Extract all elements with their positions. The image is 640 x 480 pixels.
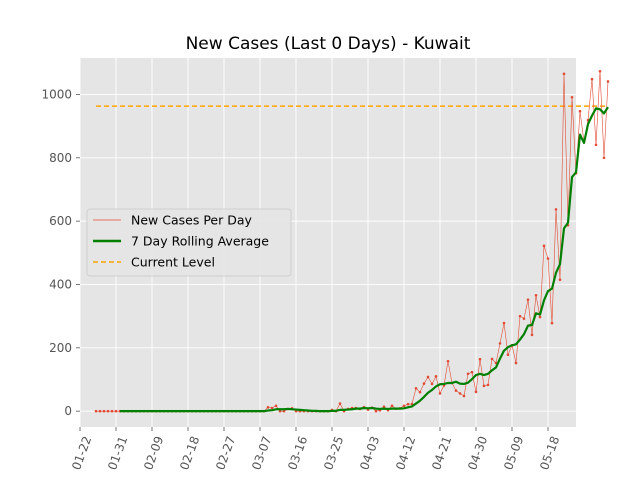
legend: New Cases Per Day 7 Day Rolling Average … xyxy=(86,208,292,277)
new-cases-point xyxy=(470,370,474,374)
new-cases-point xyxy=(506,353,510,357)
series-layer xyxy=(94,70,610,413)
new-cases-point xyxy=(402,404,406,408)
new-cases-point xyxy=(474,390,478,394)
new-cases-point xyxy=(458,392,462,395)
new-cases-point xyxy=(538,315,542,319)
new-cases-point xyxy=(602,156,606,160)
new-cases-point xyxy=(374,409,378,413)
new-cases-point xyxy=(530,333,534,337)
new-cases-point xyxy=(514,361,518,365)
y-tick-label: 0 xyxy=(64,404,72,418)
new-cases-point xyxy=(590,77,594,81)
new-cases-point xyxy=(466,372,470,376)
new-cases-point xyxy=(562,72,566,76)
new-cases-point xyxy=(518,314,522,318)
new-cases-point xyxy=(274,404,278,408)
y-tick-label: 200 xyxy=(49,341,72,355)
legend-box xyxy=(86,208,292,277)
new-cases-point xyxy=(542,244,546,248)
new-cases-point xyxy=(98,409,102,413)
new-cases-point xyxy=(558,278,562,282)
new-cases-point xyxy=(526,298,530,301)
new-cases-point xyxy=(498,342,502,345)
new-cases-point xyxy=(114,409,118,413)
rolling-average-line xyxy=(120,106,609,413)
legend-label-rolling-average: 7 Day Rolling Average xyxy=(131,234,269,249)
y-tick-label: 800 xyxy=(49,151,72,165)
new-cases-point xyxy=(578,109,582,113)
new-cases-point xyxy=(418,390,422,394)
new-cases-point xyxy=(410,402,414,406)
new-cases-point xyxy=(570,95,574,99)
new-cases-point xyxy=(390,404,394,408)
new-cases-point xyxy=(446,359,450,363)
new-cases-point xyxy=(606,80,610,83)
y-tick-label: 1000 xyxy=(41,87,72,101)
new-cases-point xyxy=(382,405,386,409)
new-cases-point xyxy=(94,409,98,413)
new-cases-point xyxy=(478,357,482,361)
new-cases-point xyxy=(266,406,270,409)
new-cases-point xyxy=(594,143,598,147)
new-cases-point xyxy=(278,409,282,413)
new-cases-point xyxy=(598,70,602,73)
new-cases-point xyxy=(546,257,550,260)
y-axis: 0 200 400 600 800 1000 xyxy=(41,87,80,418)
new-cases-point xyxy=(434,375,438,378)
new-cases-point xyxy=(414,387,418,390)
new-cases-point xyxy=(110,409,114,413)
new-cases-point xyxy=(550,321,554,325)
new-cases-point xyxy=(102,409,106,413)
new-cases-point xyxy=(486,383,490,387)
y-tick-label: 600 xyxy=(49,214,72,228)
new-cases-point xyxy=(522,317,526,320)
new-cases-point xyxy=(502,321,506,325)
new-cases-point xyxy=(338,402,342,405)
y-tick-label: 400 xyxy=(49,277,72,291)
new-cases-point xyxy=(490,357,494,361)
new-cases-point xyxy=(282,409,286,413)
new-cases-point xyxy=(430,382,434,386)
new-cases-point xyxy=(406,402,410,406)
new-cases-point xyxy=(422,382,426,385)
new-cases-point xyxy=(426,375,430,379)
legend-label-current-level: Current Level xyxy=(131,255,215,270)
chart-title: New Cases (Last 0 Days) - Kuwait xyxy=(186,34,471,54)
new-cases-point xyxy=(438,392,442,395)
new-cases-point xyxy=(462,394,466,398)
new-cases-point xyxy=(270,406,274,410)
new-cases-point xyxy=(482,384,486,388)
new-cases-point xyxy=(106,409,110,413)
new-cases-point xyxy=(554,208,558,211)
new-cases-point xyxy=(534,293,538,297)
legend-label-new-cases: New Cases Per Day xyxy=(131,213,252,228)
new-cases-point xyxy=(454,389,458,392)
